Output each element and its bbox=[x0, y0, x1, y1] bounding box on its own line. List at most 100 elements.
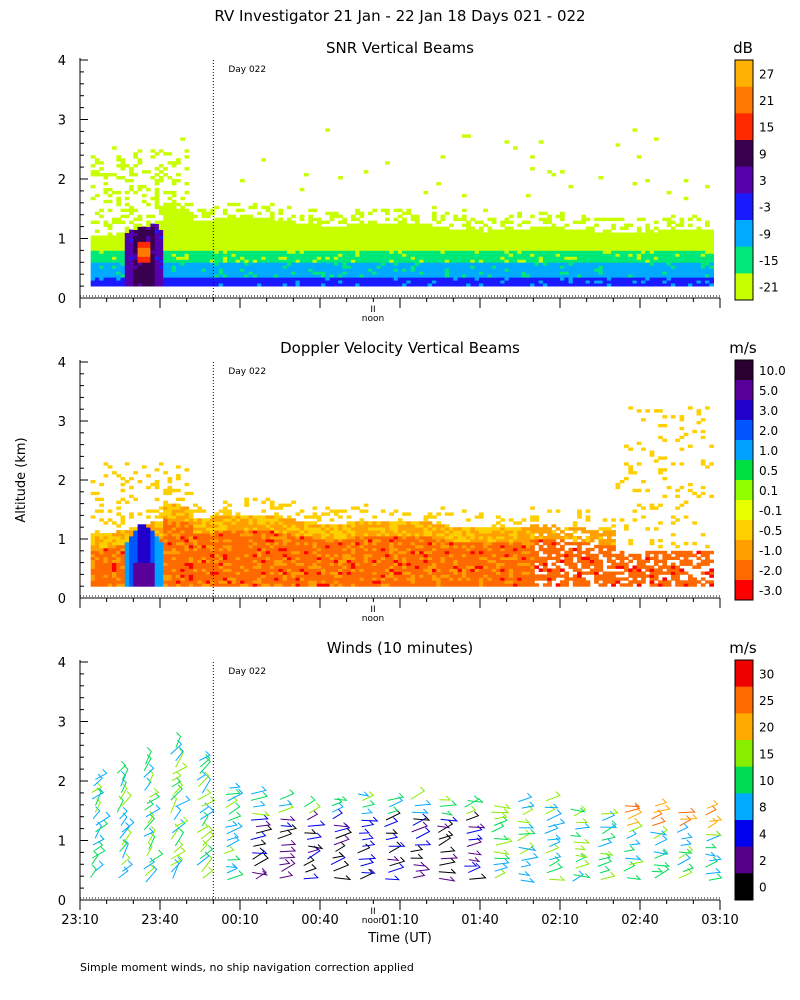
heatmap-cell-1 bbox=[244, 559, 249, 563]
heatmap-cell-1 bbox=[312, 547, 318, 552]
heatmap-cell-1 bbox=[261, 518, 266, 522]
heatmap-cell-0 bbox=[564, 262, 569, 266]
heatmap-cell-0 bbox=[427, 250, 433, 254]
heatmap-cell-0 bbox=[107, 283, 113, 287]
heatmap-cell-0 bbox=[171, 256, 177, 260]
heatmap-cell-0 bbox=[359, 280, 365, 284]
heatmap-cell-1 bbox=[210, 556, 215, 560]
heatmap-cell-1 bbox=[261, 515, 266, 519]
heatmap-cell-0 bbox=[696, 235, 702, 239]
heatmap-cell-0 bbox=[483, 265, 488, 269]
heatmap-cell-1 bbox=[355, 559, 360, 563]
heatmap-cell-1 bbox=[201, 562, 207, 566]
heatmap-cell-0 bbox=[423, 226, 429, 230]
heatmap-cell-0 bbox=[295, 247, 301, 251]
heatmap-cell-0 bbox=[705, 283, 710, 287]
heatmap-cell-1 bbox=[107, 547, 113, 552]
heatmap-cell-1 bbox=[299, 539, 305, 543]
heatmap-cell-0 bbox=[410, 256, 416, 260]
heatmap-cell-0 bbox=[688, 271, 693, 275]
heatmap-cell-0 bbox=[235, 274, 241, 278]
heatmap-cell-0 bbox=[120, 277, 126, 281]
heatmap-cell-0 bbox=[150, 226, 156, 230]
heatmap-cell-0 bbox=[171, 238, 177, 242]
heatmap-cell-0 bbox=[389, 274, 394, 278]
heatmap-cell-1 bbox=[355, 553, 360, 558]
heatmap-cell-1 bbox=[154, 482, 160, 487]
heatmap-cell-0 bbox=[491, 262, 497, 266]
heatmap-cell-1 bbox=[129, 536, 134, 540]
heatmap-cell-0 bbox=[453, 280, 458, 284]
heatmap-cell-0 bbox=[150, 259, 156, 263]
heatmap-cell-0 bbox=[227, 247, 232, 251]
heatmap-cell-0 bbox=[325, 244, 330, 248]
heatmap-cell-0 bbox=[487, 253, 493, 257]
heatmap-cell-1 bbox=[167, 550, 173, 555]
heatmap-cell-0 bbox=[346, 274, 352, 278]
heatmap-cell-0 bbox=[107, 238, 113, 242]
heatmap-cell-0 bbox=[653, 271, 659, 275]
heatmap-cell-0 bbox=[124, 232, 130, 236]
heatmap-cell-0 bbox=[513, 271, 518, 275]
heatmap-cell-0 bbox=[333, 283, 339, 287]
heatmap-cell-1 bbox=[163, 530, 168, 534]
heatmap-cell-0 bbox=[487, 265, 493, 269]
heatmap-cell-0 bbox=[282, 250, 288, 254]
heatmap-cell-0 bbox=[645, 256, 650, 260]
heatmap-cell-0 bbox=[525, 250, 531, 254]
heatmap-cell-0 bbox=[427, 226, 433, 230]
heatmap-cell-1 bbox=[235, 512, 241, 516]
heatmap-cell-0 bbox=[240, 274, 245, 278]
heatmap-cell-1 bbox=[333, 556, 339, 560]
heatmap-cell-0 bbox=[555, 268, 561, 272]
heatmap-cell-0 bbox=[368, 232, 373, 236]
heatmap-cell-0 bbox=[316, 253, 322, 257]
heatmap-cell-0 bbox=[517, 265, 522, 269]
heatmap-cell-0 bbox=[602, 271, 608, 275]
heatmap-cell-0 bbox=[538, 259, 544, 263]
heatmap-cell-0 bbox=[517, 280, 522, 284]
heatmap-cell-0 bbox=[218, 232, 224, 236]
heatmap-cell-0 bbox=[176, 214, 181, 219]
heatmap-cell-0 bbox=[470, 238, 476, 242]
heatmap-cell-1 bbox=[346, 530, 352, 534]
heatmap-cell-0 bbox=[355, 223, 360, 227]
heatmap-cell-0 bbox=[393, 226, 399, 230]
heatmap-cell-0 bbox=[201, 235, 207, 239]
heatmap-cell-0 bbox=[120, 232, 126, 236]
heatmap-cell-0 bbox=[201, 214, 207, 219]
heatmap-cell-1 bbox=[218, 571, 224, 575]
heatmap-cell-0 bbox=[606, 232, 612, 236]
heatmap-cell-0 bbox=[380, 256, 386, 260]
heatmap-cell-0 bbox=[389, 235, 394, 239]
heatmap-cell-0 bbox=[278, 250, 284, 254]
heatmap-cell-1 bbox=[304, 515, 309, 519]
heatmap-cell-0 bbox=[406, 238, 412, 242]
heatmap-cell-0 bbox=[385, 238, 390, 242]
heatmap-cell-0 bbox=[555, 247, 561, 251]
heatmap-cell-0 bbox=[504, 268, 510, 272]
heatmap-cell-0 bbox=[670, 277, 676, 281]
heatmap-cell-1 bbox=[333, 565, 339, 569]
heatmap-cell-0 bbox=[641, 277, 646, 281]
heatmap-cell-0 bbox=[133, 268, 138, 272]
heatmap-cell-1 bbox=[176, 497, 181, 502]
heatmap-cell-0 bbox=[564, 253, 569, 257]
heatmap-cell-0 bbox=[116, 202, 121, 207]
heatmap-cell-0 bbox=[410, 235, 416, 239]
heatmap-cell-0 bbox=[205, 232, 211, 236]
heatmap-cell-0 bbox=[141, 247, 147, 251]
heatmap-cell-0 bbox=[278, 226, 284, 230]
heatmap-cell-1 bbox=[291, 583, 296, 587]
heatmap-cell-1 bbox=[350, 577, 356, 581]
heatmap-cell-0 bbox=[376, 250, 382, 254]
heatmap-cell-1 bbox=[167, 524, 173, 528]
heatmap-cell-0 bbox=[244, 232, 249, 236]
heatmap-cell-1 bbox=[99, 541, 104, 546]
heatmap-cell-0 bbox=[457, 247, 463, 251]
heatmap-cell-0 bbox=[133, 152, 138, 156]
heatmap-cell-1 bbox=[99, 539, 104, 543]
heatmap-cell-1 bbox=[188, 524, 194, 528]
heatmap-cell-1 bbox=[112, 536, 117, 540]
heatmap-cell-0 bbox=[696, 268, 702, 272]
